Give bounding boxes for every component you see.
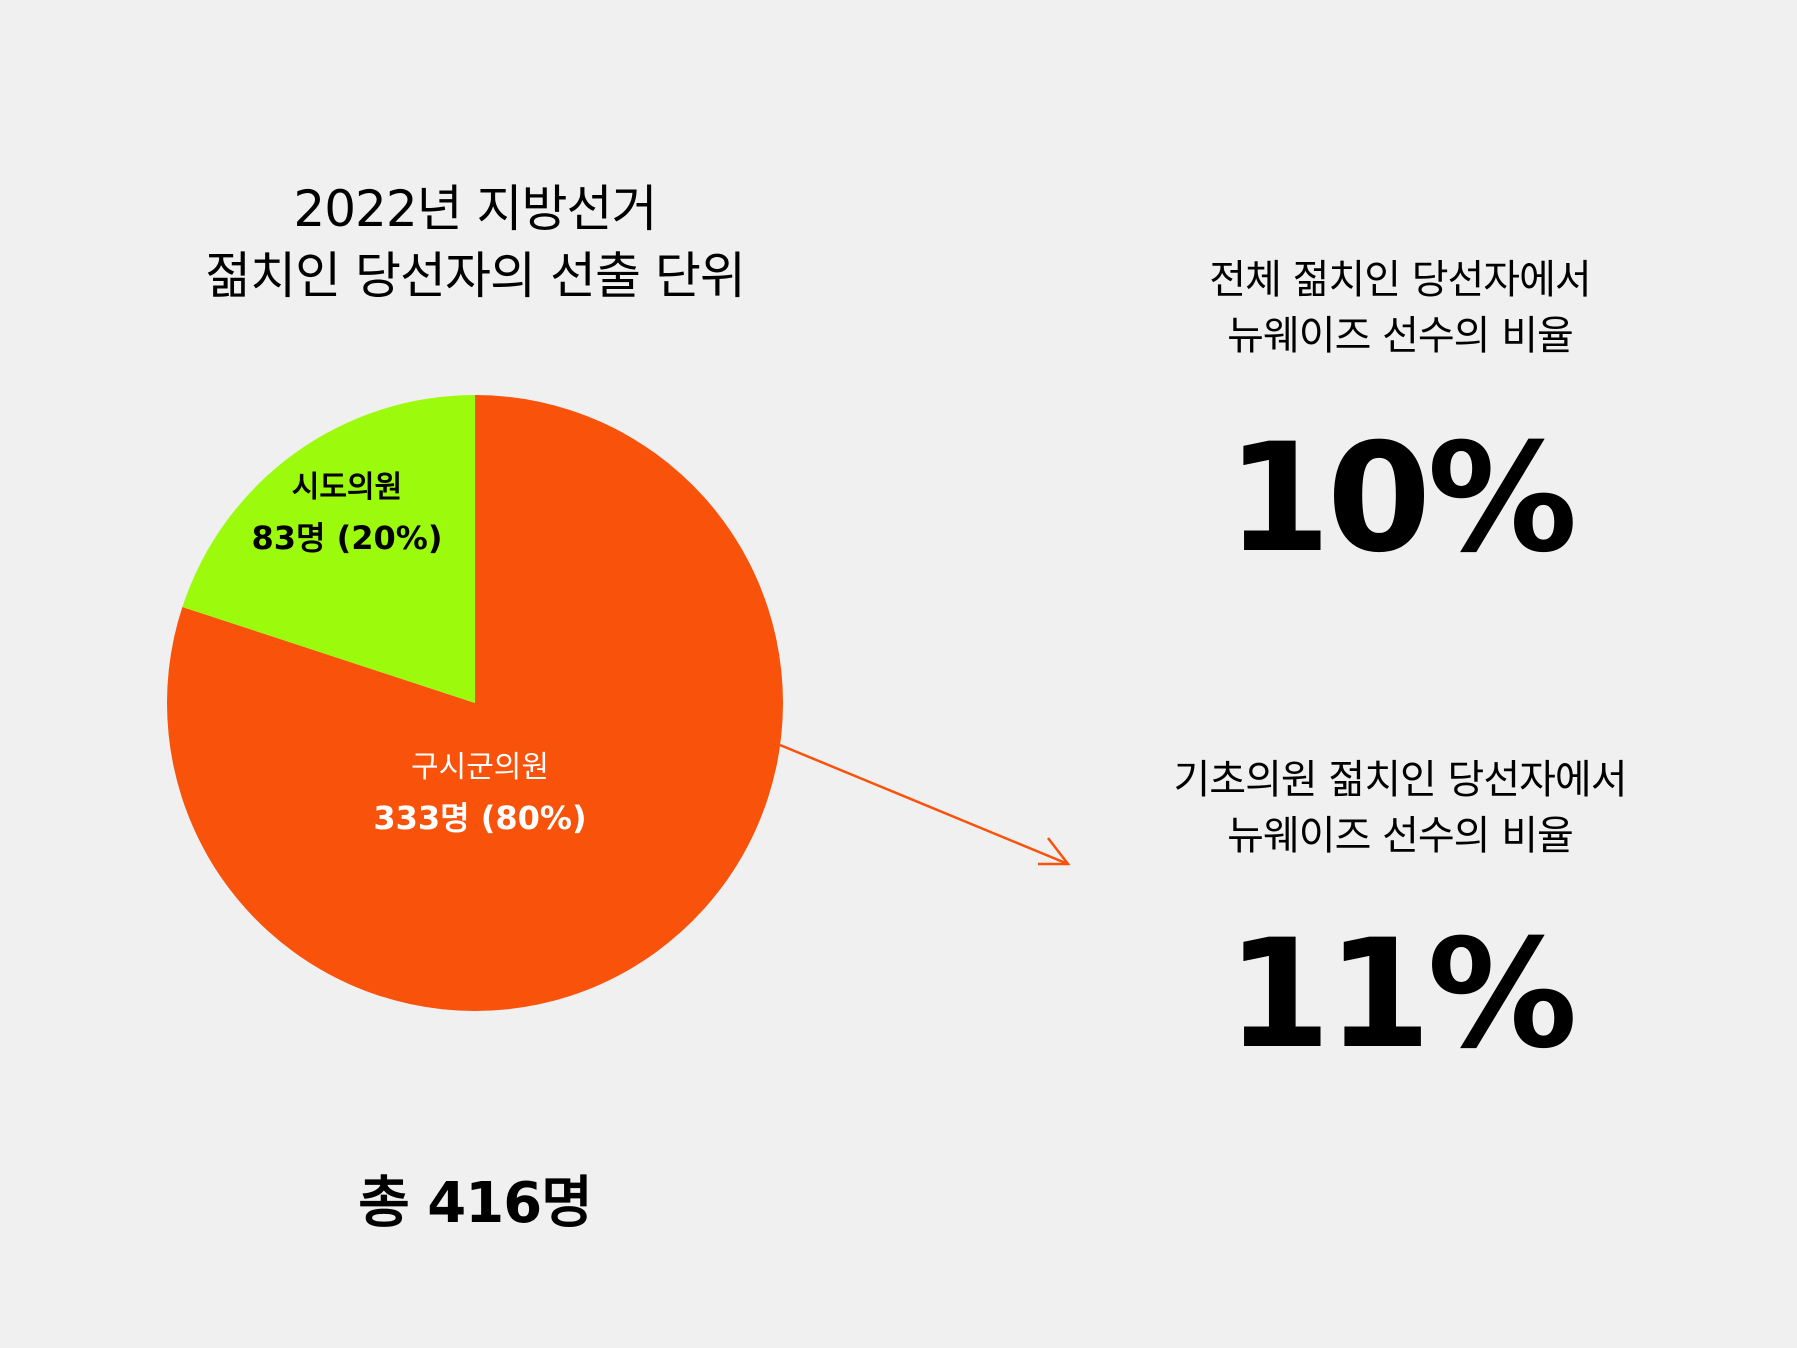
chart-title-line-1: 2022년 지방선거 (293, 180, 657, 238)
stat-basic-council: 기초의원 젊치인 당선자에서 뉴웨이즈 선수의 비율 11% (1100, 752, 1700, 1070)
stat-basic-caption-line-1: 기초의원 젊치인 당선자에서 (1173, 757, 1627, 803)
stat-overall-caption: 전체 젊치인 당선자에서 뉴웨이즈 선수의 비율 (1100, 252, 1700, 364)
chart-title: 2022년 지방선거 젊치인 당선자의 선출 단위 (120, 176, 830, 310)
stat-basic-value: 11% (1226, 908, 1577, 1082)
stat-overall-value: 10% (1226, 412, 1577, 586)
stat-basic-caption: 기초의원 젊치인 당선자에서 뉴웨이즈 선수의 비율 (1100, 752, 1700, 864)
pie-slice-2 (182, 395, 475, 703)
pie-slice-1 (167, 395, 784, 1011)
chart-title-line-2: 젊치인 당선자의 선출 단위 (205, 247, 746, 305)
pie-slice-2-name: 시도의원 (292, 470, 402, 505)
stat-overall: 전체 젊치인 당선자에서 뉴웨이즈 선수의 비율 10% (1100, 252, 1700, 574)
pie-labels: 구시군의원 333명 (80%) 시도의원 83명 (20%) (252, 470, 587, 837)
callout-arrow (779, 743, 1071, 866)
pie-slice-1-name: 구시군의원 (411, 750, 549, 785)
total-count: 총 416명 (358, 1171, 592, 1236)
pie-slice-2-value-label: 83명 (20%) (252, 519, 443, 557)
pie-slices (167, 395, 784, 1011)
pie-slice-1-value-label: 333명 (80%) (373, 799, 586, 837)
stat-overall-caption-line-1: 전체 젊치인 당선자에서 (1209, 257, 1591, 303)
stat-basic-caption-line-2: 뉴웨이즈 선수의 비율 (1227, 813, 1574, 859)
stat-overall-caption-line-2: 뉴웨이즈 선수의 비율 (1227, 313, 1574, 359)
